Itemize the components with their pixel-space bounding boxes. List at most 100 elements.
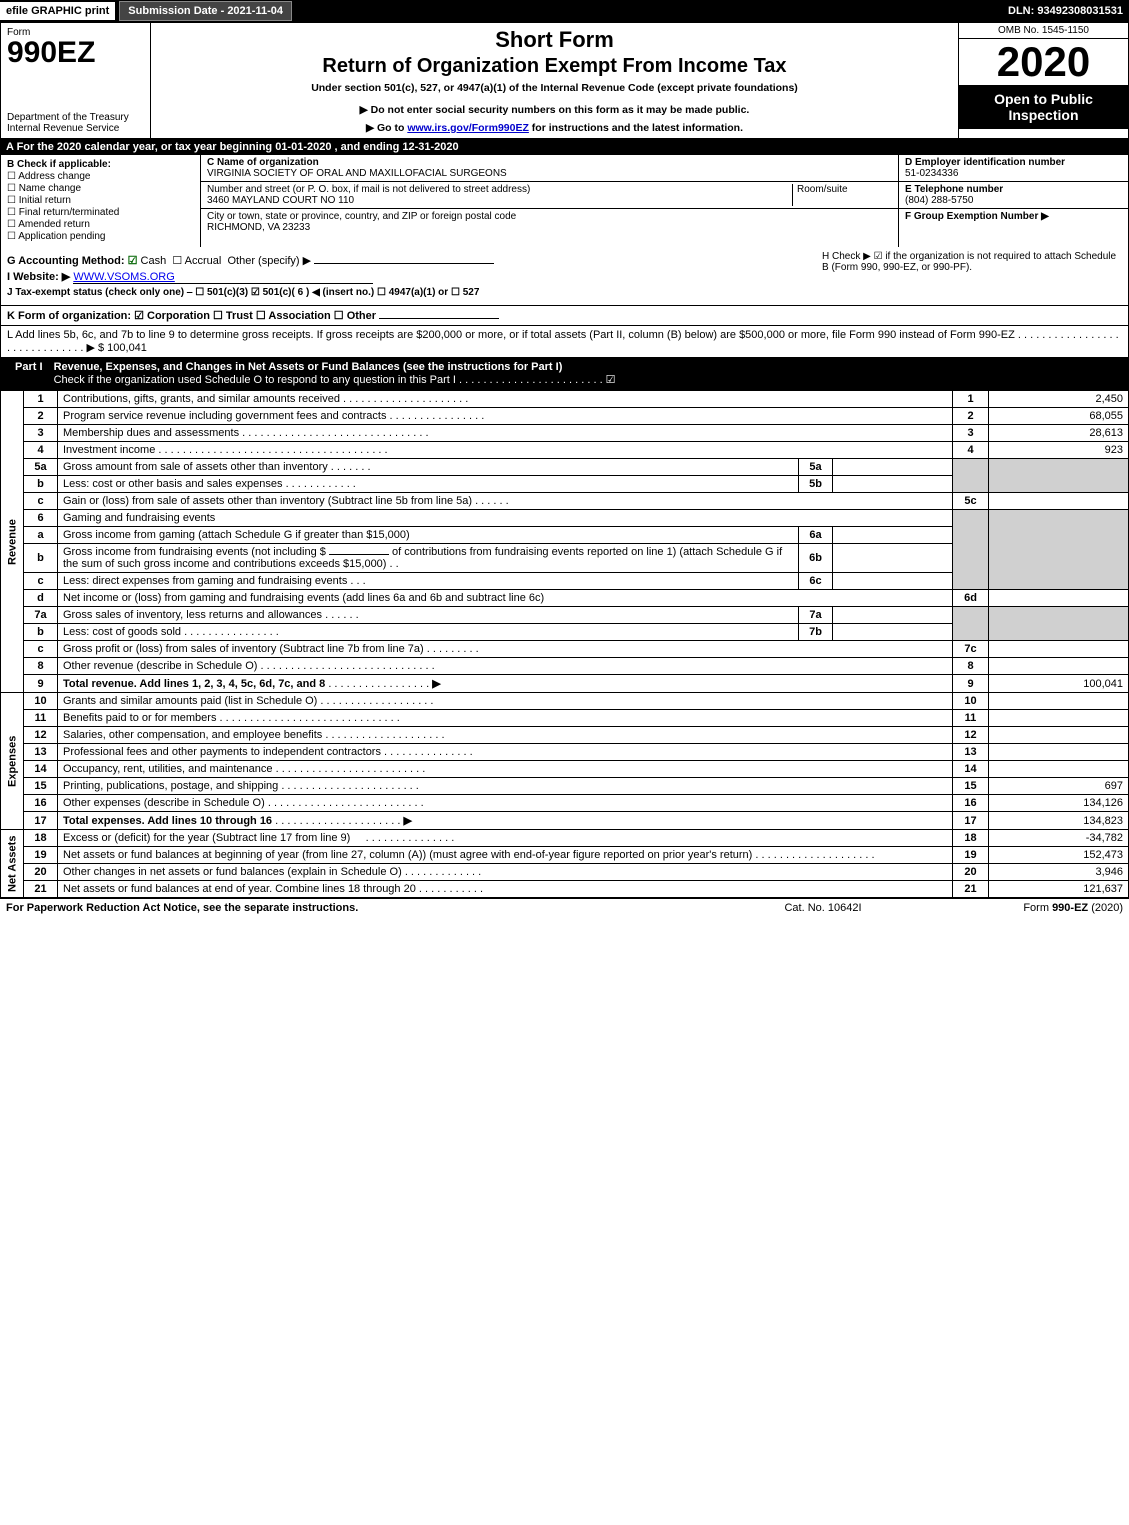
- department: Department of the Treasury Internal Reve…: [7, 112, 144, 134]
- f-label: F Group Exemption Number ▶: [905, 211, 1049, 222]
- lines-table: Revenue 1 Contributions, gifts, grants, …: [0, 390, 1129, 898]
- line-5a-desc: Gross amount from sale of assets other t…: [58, 459, 799, 476]
- line-13-amt: [989, 744, 1129, 761]
- l-text: L Add lines 5b, 6c, and 7b to line 9 to …: [7, 329, 1119, 354]
- line-16-amt: 134,126: [989, 795, 1129, 812]
- efile-print-button[interactable]: efile GRAPHIC print: [0, 2, 115, 20]
- i-line: I Website: ▶ WWW.VSOMS.ORG: [7, 270, 822, 284]
- col-b-checkboxes: B Check if applicable: ☐ Address change …: [1, 155, 201, 247]
- chk-amended-return[interactable]: ☐ Amended return: [7, 219, 194, 230]
- g-line: G Accounting Method: ☑ Cash ☐ Accrual Ot…: [7, 254, 822, 267]
- line-5c-desc: Gain or (loss) from sale of assets other…: [58, 493, 953, 510]
- part-i-label: Part I: [7, 361, 51, 386]
- line-5a-mid: 5a: [799, 459, 833, 476]
- line-5c-box: 5c: [953, 493, 989, 510]
- line-11-num: 11: [24, 710, 58, 727]
- street-cell: Number and street (or P. O. box, if mail…: [201, 182, 898, 209]
- line-3-desc: Membership dues and assessments . . . . …: [58, 425, 953, 442]
- chk-final-return[interactable]: ☐ Final return/terminated: [7, 207, 194, 218]
- irs-link[interactable]: www.irs.gov/Form990EZ: [407, 122, 529, 134]
- line-5b-num: b: [24, 476, 58, 493]
- line-7b-midval: [833, 624, 953, 641]
- chk-application-pending[interactable]: ☐ Application pending: [7, 231, 194, 242]
- chk-name-change[interactable]: ☐ Name change: [7, 183, 194, 194]
- line-6-desc: Gaming and fundraising events: [58, 510, 953, 527]
- k-other-input[interactable]: [379, 318, 499, 319]
- top-bar: efile GRAPHIC print Submission Date - 20…: [0, 0, 1129, 22]
- line-15-amt: 697: [989, 778, 1129, 795]
- h-block: H Check ▶ ☑ if the organization is not r…: [822, 251, 1122, 301]
- line-9-amt: 100,041: [989, 675, 1129, 693]
- line-14-box: 14: [953, 761, 989, 778]
- org-name: VIRGINIA SOCIETY OF ORAL AND MAXILLOFACI…: [207, 168, 507, 179]
- line-2-num: 2: [24, 408, 58, 425]
- group-exemption-cell: F Group Exemption Number ▶: [899, 209, 1128, 224]
- org-name-cell: C Name of organization VIRGINIA SOCIETY …: [201, 155, 898, 182]
- expenses-section-label: Expenses: [1, 693, 24, 830]
- telephone-cell: E Telephone number (804) 288-5750: [899, 182, 1128, 209]
- shade-5ab: [953, 459, 989, 493]
- line-6d-amt: [989, 590, 1129, 607]
- line-21-num: 21: [24, 881, 58, 898]
- line-17-desc: Total expenses. Add lines 10 through 16 …: [58, 812, 953, 830]
- line-7b-desc: Less: cost of goods sold . . . . . . . .…: [58, 624, 799, 641]
- line-1-amt: 2,450: [989, 391, 1129, 408]
- website-link[interactable]: WWW.VSOMS.ORG: [73, 271, 373, 284]
- footer-left: For Paperwork Reduction Act Notice, see …: [6, 902, 723, 914]
- line-9-box: 9: [953, 675, 989, 693]
- line-14-desc: Occupancy, rent, utilities, and maintena…: [58, 761, 953, 778]
- telephone-value: (804) 288-5750: [905, 195, 973, 206]
- line-6b-input[interactable]: [329, 554, 389, 555]
- line-18-num: 18: [24, 830, 58, 847]
- line-11-amt: [989, 710, 1129, 727]
- tax-year: 2020: [959, 39, 1128, 85]
- line-6a-desc: Gross income from gaming (attach Schedul…: [58, 527, 799, 544]
- city-value: RICHMOND, VA 23233: [207, 222, 310, 233]
- line-5b-mid: 5b: [799, 476, 833, 493]
- chk-initial-return-label: Initial return: [19, 195, 71, 206]
- line-6d-box: 6d: [953, 590, 989, 607]
- chk-amended-return-label: Amended return: [18, 219, 90, 230]
- line-9-num: 9: [24, 675, 58, 693]
- g-cash-check[interactable]: ☑: [128, 255, 138, 267]
- shade-7ab: [953, 607, 989, 641]
- street-value: 3460 MAYLAND COURT NO 110: [207, 195, 354, 206]
- line-6b-desc: Gross income from fundraising events (no…: [58, 544, 799, 573]
- line-21-desc: Net assets or fund balances at end of ye…: [58, 881, 953, 898]
- line-6b-pre: Gross income from fundraising events (no…: [63, 546, 329, 558]
- line-4-amt: 923: [989, 442, 1129, 459]
- line-17-amt: 134,823: [989, 812, 1129, 830]
- line-20-amt: 3,946: [989, 864, 1129, 881]
- line-18-box: 18: [953, 830, 989, 847]
- line-20-num: 20: [24, 864, 58, 881]
- line-10-desc: Grants and similar amounts paid (list in…: [58, 693, 953, 710]
- line-16-desc: Other expenses (describe in Schedule O) …: [58, 795, 953, 812]
- line-5a-num: 5a: [24, 459, 58, 476]
- line-1-desc: Contributions, gifts, grants, and simila…: [58, 391, 953, 408]
- form-title: Return of Organization Exempt From Incom…: [159, 55, 950, 78]
- line-18-amt: -34,782: [989, 830, 1129, 847]
- part-i-header: Part I Revenue, Expenses, and Changes in…: [0, 358, 1129, 390]
- line-14-amt: [989, 761, 1129, 778]
- line-13-desc: Professional fees and other payments to …: [58, 744, 953, 761]
- shade-6-amt: [989, 510, 1129, 590]
- chk-initial-return[interactable]: ☐ Initial return: [7, 195, 194, 206]
- line-2-desc: Program service revenue including govern…: [58, 408, 953, 425]
- line-12-amt: [989, 727, 1129, 744]
- line-6a-mid: 6a: [799, 527, 833, 544]
- g-other-input[interactable]: [314, 263, 494, 264]
- line-7b-mid: 7b: [799, 624, 833, 641]
- line-15-num: 15: [24, 778, 58, 795]
- line-6b-midval: [833, 544, 953, 573]
- line-6d-num: d: [24, 590, 58, 607]
- goto-instructions: ▶ Go to www.irs.gov/Form990EZ for instru…: [159, 122, 950, 134]
- part-i-title: Revenue, Expenses, and Changes in Net As…: [51, 361, 1122, 386]
- d-label: D Employer identification number: [905, 157, 1065, 168]
- chk-address-change[interactable]: ☐ Address change: [7, 171, 194, 182]
- shade-6: [953, 510, 989, 590]
- dln-number: DLN: 93492308031531: [1002, 2, 1129, 20]
- no-ssn-note: ▶ Do not enter social security numbers o…: [159, 104, 950, 116]
- footer-form-ref: Form 990-EZ (2020): [923, 902, 1123, 914]
- line-4-num: 4: [24, 442, 58, 459]
- line-2-amt: 68,055: [989, 408, 1129, 425]
